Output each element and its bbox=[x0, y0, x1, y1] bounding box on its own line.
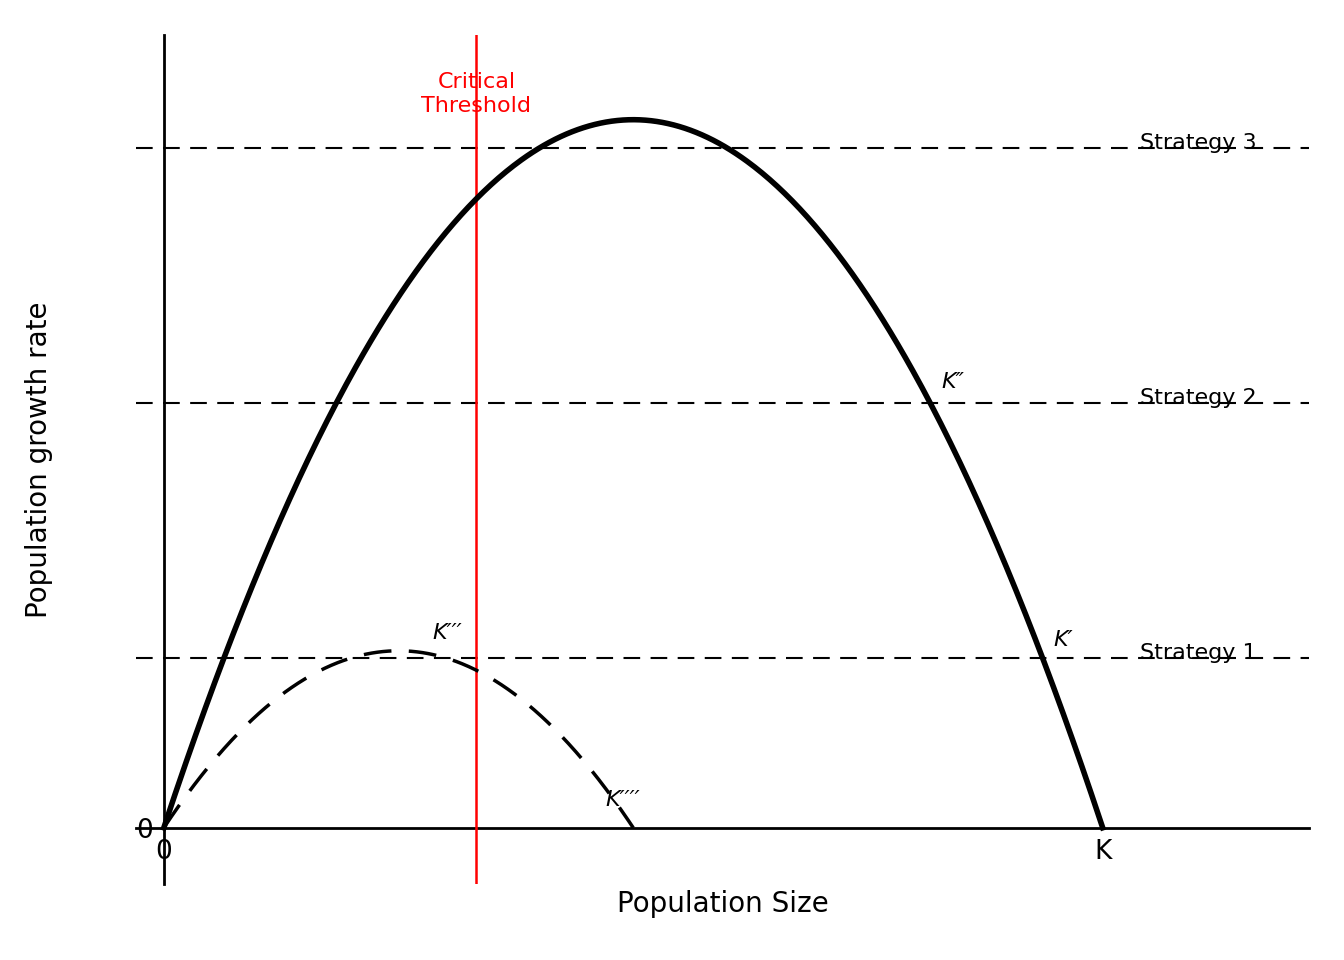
Text: K′: K′ bbox=[1054, 631, 1074, 650]
Text: K′′′: K′′′ bbox=[433, 623, 462, 643]
Y-axis label: Population growth rate: Population growth rate bbox=[26, 301, 54, 618]
Text: Critical
Threshold: Critical Threshold bbox=[422, 73, 531, 116]
Text: Strategy 3: Strategy 3 bbox=[1140, 133, 1257, 154]
X-axis label: Population Size: Population Size bbox=[617, 890, 828, 918]
Text: Strategy 2: Strategy 2 bbox=[1140, 388, 1257, 408]
Text: K′′′′: K′′′′ bbox=[605, 790, 640, 810]
Text: Strategy 1: Strategy 1 bbox=[1140, 643, 1257, 663]
Text: K″: K″ bbox=[941, 372, 964, 392]
